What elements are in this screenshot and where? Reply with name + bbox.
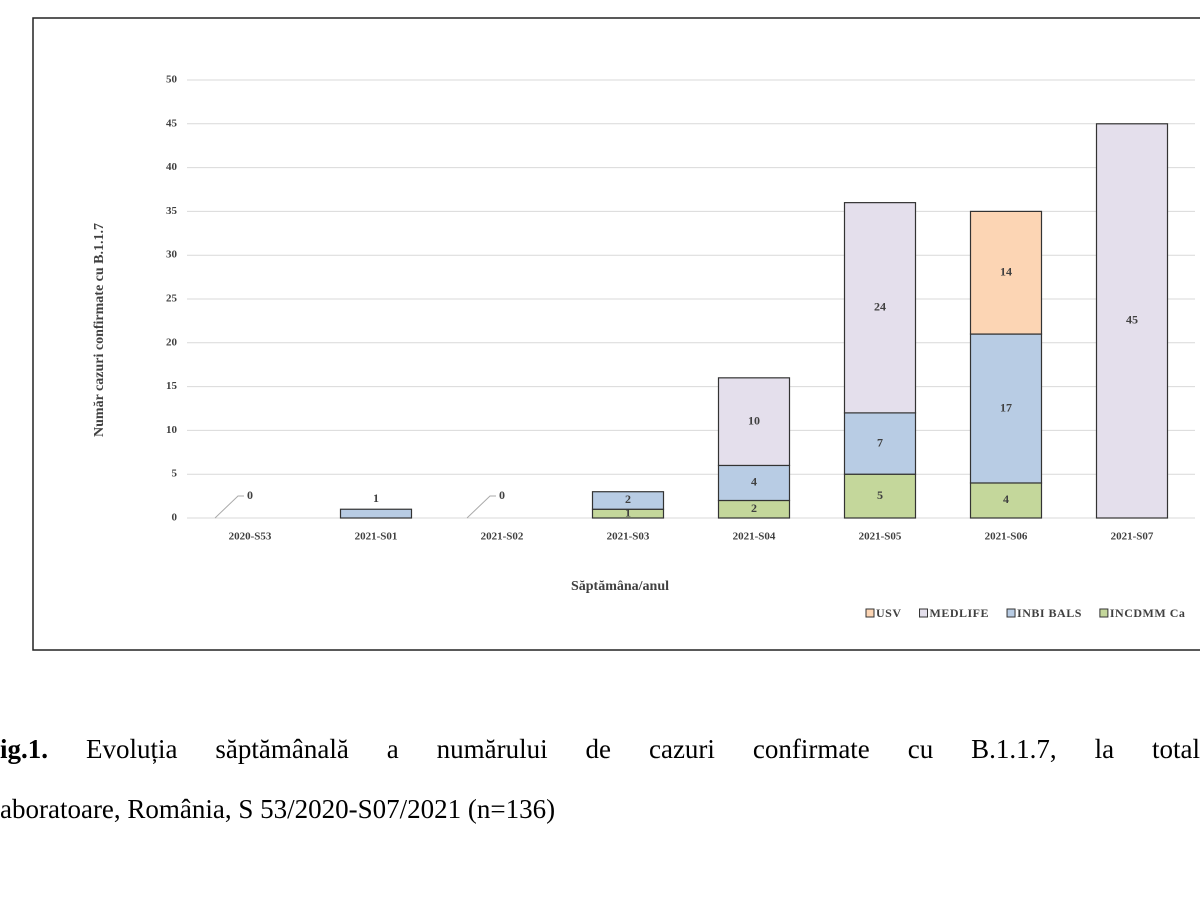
y-tick-label: 20 (166, 336, 178, 348)
x-tick-label: 2021-S06 (985, 531, 1028, 543)
bar-segment (717, 377, 791, 467)
caption-line: ig.1. Evoluția săptămânală a numărului d… (0, 734, 1200, 765)
bar-segment (339, 508, 413, 519)
data-label: 4 (1003, 492, 1009, 506)
bar-segment (717, 464, 791, 502)
data-label: 1 (625, 505, 631, 519)
legend-swatch (1099, 608, 1109, 618)
x-tick-label: 2021-S02 (481, 531, 524, 543)
data-label: 14 (1000, 264, 1012, 278)
y-tick-label: 30 (166, 249, 178, 261)
bar-segment (591, 491, 665, 510)
chart-frame (32, 17, 1200, 651)
y-tick-label: 10 (166, 424, 178, 436)
data-label: 5 (877, 488, 883, 502)
legend-swatch (1006, 608, 1016, 618)
bar-segment (843, 473, 917, 519)
legend-label: INBI BALS (1017, 606, 1082, 620)
data-label: 0 (247, 488, 253, 502)
caption-label: ig.1. (0, 734, 49, 764)
x-axis-title: Săptămâna/anul (571, 579, 669, 594)
bar-segment (969, 482, 1043, 519)
x-tick-label: 2021-S05 (859, 531, 902, 543)
bar-segment (843, 202, 917, 414)
x-tick-label: 2021-S01 (355, 531, 398, 543)
data-label: 24 (874, 300, 886, 314)
y-axis-title: Număr cazuri confirmate cu B.1.1.7 (92, 223, 107, 437)
y-tick-label: 35 (166, 205, 178, 217)
data-label: 2 (751, 501, 757, 515)
bar-segment (1095, 123, 1169, 519)
x-tick-label: 2021-S07 (1111, 531, 1154, 543)
data-label: 17 (1000, 400, 1012, 414)
legend-swatch (865, 608, 875, 618)
y-tick-label: 45 (166, 117, 178, 129)
x-tick-label: 2020-S53 (229, 531, 272, 543)
bar-segment (843, 412, 917, 475)
data-label: 0 (499, 488, 505, 502)
data-label: 4 (751, 475, 757, 489)
data-label: 10 (748, 413, 760, 427)
leader-line (466, 495, 496, 519)
y-tick-label: 0 (172, 512, 178, 524)
caption-text: Evoluția săptămânală a numărului de cazu… (85, 734, 1200, 764)
legend-label: MEDLIFE (930, 606, 990, 620)
y-tick-label: 5 (172, 468, 178, 480)
leader-line (214, 495, 244, 519)
y-tick-label: 25 (166, 293, 178, 305)
legend-swatch (919, 608, 929, 618)
data-label: 1 (373, 491, 379, 505)
data-label: 2 (625, 492, 631, 506)
x-tick-label: 2021-S03 (607, 531, 650, 543)
y-tick-label: 40 (166, 161, 178, 173)
data-label: 45 (1126, 313, 1138, 327)
chart: Număr cazuri confirmate cu B.1.1.7 Săptă… (32, 17, 1200, 651)
legend-label: USV (876, 606, 902, 620)
caption-line: aboratoare, România, S 53/2020-S07/2021 … (0, 794, 556, 824)
bar-segment (969, 333, 1043, 484)
y-tick-label: 50 (166, 74, 178, 86)
y-tick-label: 15 (166, 380, 178, 392)
data-label: 7 (877, 435, 883, 449)
x-tick-label: 2021-S04 (733, 531, 776, 543)
legend-label: INCDMM Ca (1110, 606, 1186, 620)
bar-segment (969, 210, 1043, 335)
